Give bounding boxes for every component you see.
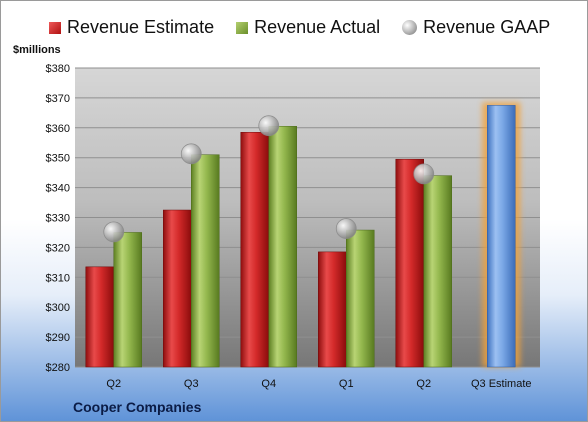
x-tick-label: Q3 Estimate xyxy=(471,378,532,390)
bar-revenue-actual xyxy=(113,232,142,368)
gaap-markers xyxy=(103,115,435,243)
bar-revenue-estimate xyxy=(318,251,347,368)
x-tick-label: Q2 xyxy=(106,378,121,390)
y-tick-label: $310 xyxy=(46,272,70,284)
legend-revenue-gaap: Revenue GAAP xyxy=(402,17,550,38)
y-tick-label: $330 xyxy=(46,213,70,225)
bar-revenue-actual xyxy=(423,175,452,368)
gridlines xyxy=(75,67,540,368)
marker-revenue-gaap xyxy=(413,163,435,185)
legend-revenue-actual: Revenue Actual xyxy=(236,17,380,38)
x-tick-label: Q3 xyxy=(184,378,199,390)
company-name: Cooper Companies xyxy=(73,399,202,415)
bars xyxy=(85,102,521,368)
y-tick-label: $380 xyxy=(46,63,70,75)
x-tick-label: Q4 xyxy=(261,378,276,390)
legend-revenue-estimate: Revenue Estimate xyxy=(49,17,214,38)
marker-revenue-gaap xyxy=(258,115,280,137)
bar-revenue-estimate xyxy=(395,158,424,368)
y-axis: $280 $290 $300 $310 $320 $330 $340 $350 $360 $370… xyxy=(46,63,70,374)
y-tick-label: $360 xyxy=(46,123,70,135)
y-tick-label: $370 xyxy=(46,93,70,105)
y-tick-label: $300 xyxy=(46,302,70,314)
legend-label-estimate: Revenue Estimate xyxy=(67,17,215,37)
marker-revenue-gaap xyxy=(103,221,125,243)
legend-swatch-actual xyxy=(236,21,249,34)
bar-revenue-projection xyxy=(487,105,516,368)
y-tick-label: $280 xyxy=(46,362,70,374)
legend-label-actual: Revenue Actual xyxy=(254,17,381,37)
y-tick-label: $340 xyxy=(46,183,70,195)
legend-swatch-gaap xyxy=(402,20,418,35)
legend: Revenue Estimate Revenue Actual Revenue … xyxy=(49,17,550,38)
legend-swatch-estimate xyxy=(49,21,61,34)
bar-revenue-actual xyxy=(268,126,297,368)
bar-revenue-estimate xyxy=(163,209,192,368)
bar-revenue-actual xyxy=(346,229,375,368)
y-unit-label: $millions xyxy=(13,44,61,56)
x-tick-label: Q2 xyxy=(416,378,431,390)
legend-label-gaap: Revenue GAAP xyxy=(423,17,551,37)
x-axis: Q2 Q3 Q4 Q1 Q2 Q3 Estimate xyxy=(106,378,531,390)
marker-revenue-gaap xyxy=(180,143,202,165)
y-tick-label: $290 xyxy=(46,332,70,344)
x-tick-label: Q1 xyxy=(339,378,354,390)
y-tick-label: $320 xyxy=(46,242,70,254)
marker-revenue-gaap xyxy=(335,218,357,239)
bar-revenue-actual xyxy=(191,154,220,368)
y-tick-label: $350 xyxy=(46,153,70,165)
bar-revenue-estimate xyxy=(85,266,114,368)
bar-revenue-estimate xyxy=(240,132,269,368)
